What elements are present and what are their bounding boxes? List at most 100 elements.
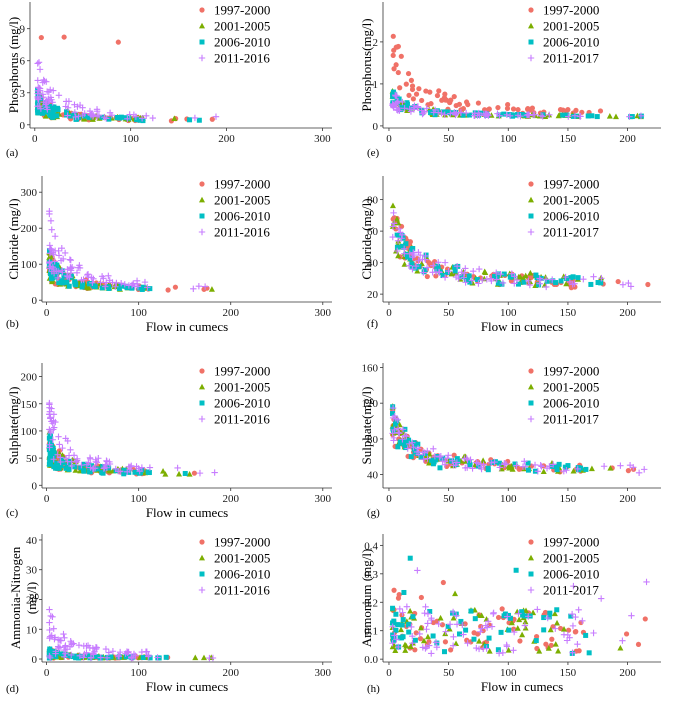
data-point-2001-2005 xyxy=(407,607,414,614)
data-point-2006-2010 xyxy=(403,241,409,247)
data-point-2006-2010 xyxy=(586,650,592,656)
panel-e: 0 1 2 0 50 100 150 200 Phosphorus(mg/l) (e) 1997-2… xyxy=(359,2,661,159)
data-point-2011-2016 xyxy=(60,630,67,638)
data-point-2011-2016 xyxy=(71,109,79,116)
data-point-2011-2017 xyxy=(389,430,396,437)
y-tick-label: 100 xyxy=(21,259,38,271)
data-point-2011-2017 xyxy=(441,111,448,118)
data-point-2011-2017 xyxy=(475,280,482,287)
data-point-2006-2010 xyxy=(64,463,70,469)
data-point-2006-2010 xyxy=(54,650,60,656)
data-point-2006-2010 xyxy=(439,455,445,461)
data-point-2011-2016 xyxy=(174,464,181,472)
data-point-2011-2017 xyxy=(442,628,449,635)
data-point-2011-2017 xyxy=(495,650,503,657)
data-point-2011-2017 xyxy=(577,113,584,120)
data-point-2006-2010 xyxy=(554,463,560,469)
data-point-2011-2017 xyxy=(420,456,427,463)
scatter-points xyxy=(46,606,217,662)
data-point-2001-2005 xyxy=(570,467,577,474)
data-point-2011-2017 xyxy=(405,262,413,269)
y-tick-label: 0.1 xyxy=(364,626,378,638)
data-point-1997-2000 xyxy=(417,636,424,642)
data-point-2001-2005 xyxy=(171,115,178,121)
data-point-2011-2017 xyxy=(401,432,408,439)
data-point-2011-2016 xyxy=(46,411,53,418)
data-point-2011-2017 xyxy=(399,609,406,616)
data-point-2011-2016 xyxy=(128,653,135,661)
data-point-1997-2000 xyxy=(517,638,523,644)
x-tick-label: 0 xyxy=(32,133,38,145)
data-point-2006-2010 xyxy=(536,282,542,288)
data-point-2011-2017 xyxy=(392,415,400,422)
data-point-2011-2016 xyxy=(49,436,57,443)
data-point-2011-2017 xyxy=(479,276,486,284)
data-point-2001-2005 xyxy=(85,284,92,291)
data-point-2006-2010 xyxy=(126,469,132,475)
legend-entry: 2011-2017 xyxy=(543,225,599,240)
y-tick-label: 9 xyxy=(20,24,26,36)
data-point-2011-2017 xyxy=(521,458,528,465)
data-point-2011-2016 xyxy=(51,233,59,240)
data-point-2011-2016 xyxy=(145,651,152,659)
data-point-2001-2005 xyxy=(402,647,409,653)
x-tick-label: 150 xyxy=(560,133,577,145)
data-point-2006-2010 xyxy=(434,266,440,272)
data-point-2011-2016 xyxy=(59,255,67,263)
data-point-2011-2017 xyxy=(424,620,431,627)
data-point-2011-2017 xyxy=(389,414,397,422)
data-point-1997-2000 xyxy=(533,633,540,640)
data-point-2006-2010 xyxy=(460,112,466,118)
y-tick-label: 0 xyxy=(32,295,38,307)
y-tick-label: 0.2 xyxy=(364,597,378,609)
legend-marker xyxy=(528,39,534,45)
data-point-2011-2016 xyxy=(58,245,66,252)
data-point-2006-2010 xyxy=(50,114,56,120)
data-point-2011-2017 xyxy=(600,463,608,470)
legend-entry: 2001-2005 xyxy=(214,193,270,208)
legend-entry: 2001-2005 xyxy=(543,551,599,566)
data-point-2011-2017 xyxy=(462,279,469,286)
data-point-1997-2000 xyxy=(557,625,564,632)
data-point-2011-2017 xyxy=(423,264,431,271)
data-point-2011-2017 xyxy=(637,112,645,119)
x-tick-label: 300 xyxy=(315,667,332,679)
data-point-2001-2005 xyxy=(47,253,54,259)
panel-label: (c) xyxy=(6,507,19,519)
data-point-2006-2010 xyxy=(454,456,460,462)
y-tick-label: 0 xyxy=(32,480,38,492)
data-point-2011-2017 xyxy=(441,458,449,465)
legend-marker xyxy=(527,586,535,594)
legend-marker xyxy=(199,181,205,187)
data-point-2011-2016 xyxy=(109,279,116,286)
scatter-points xyxy=(34,34,220,124)
data-point-2011-2016 xyxy=(211,469,218,476)
data-point-2011-2017 xyxy=(420,269,427,276)
data-point-2001-2005 xyxy=(516,616,523,623)
data-point-2006-2010 xyxy=(79,284,85,290)
data-point-2011-2017 xyxy=(574,640,581,648)
data-point-2006-2010 xyxy=(466,459,472,465)
data-point-2011-2016 xyxy=(85,459,92,466)
data-point-2011-2016 xyxy=(47,415,54,422)
data-point-2001-2005 xyxy=(420,637,427,644)
data-point-2006-2010 xyxy=(400,634,406,640)
data-point-2011-2016 xyxy=(34,90,41,97)
x-tick-label: 150 xyxy=(560,493,577,505)
x-tick-label: 0 xyxy=(386,667,392,679)
y-tick-label: 0.4 xyxy=(364,540,378,552)
data-point-2011-2016 xyxy=(66,256,74,263)
data-point-2006-2010 xyxy=(402,442,408,448)
data-point-2006-2010 xyxy=(399,622,405,628)
x-tick-label: 0 xyxy=(44,493,50,505)
y-tick-label: 50 xyxy=(26,453,38,465)
data-point-2006-2010 xyxy=(47,111,53,117)
y-tick-label: 40 xyxy=(367,258,379,270)
data-point-2011-2017 xyxy=(496,112,503,119)
data-point-2011-2016 xyxy=(46,441,53,449)
data-point-2006-2010 xyxy=(440,109,446,115)
data-point-2001-2005 xyxy=(588,465,595,472)
x-tick-label: 300 xyxy=(315,307,332,319)
data-point-2006-2010 xyxy=(407,555,413,561)
